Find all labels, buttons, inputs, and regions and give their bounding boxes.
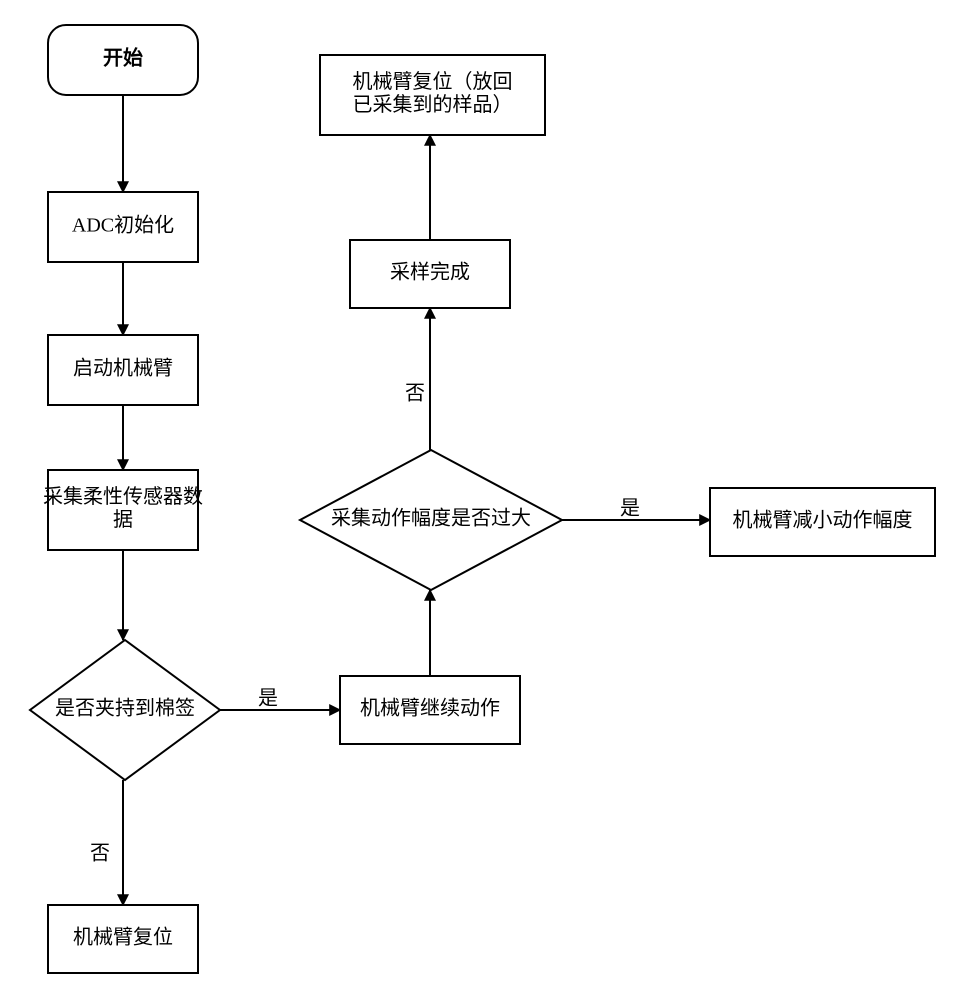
node-label-amplitude: 采集动作幅度是否过大 — [331, 507, 531, 530]
node-label-arm_continue: 机械臂继续动作 — [360, 697, 500, 720]
node-start: 开始 — [48, 25, 198, 95]
edge-label-amplitude-sample_done: 否 — [405, 383, 425, 405]
node-label-reduce_amplitude: 机械臂减小动作幅度 — [733, 509, 913, 532]
node-label-collect_sensor-1: 据 — [113, 508, 133, 531]
node-label-arm_reset: 机械臂复位 — [73, 926, 173, 949]
nodes: 开始 ADC初始化启动机械臂采集柔性传感器数据是否夹持到棉签机械臂复位 机械臂继续动… — [30, 25, 935, 973]
node-label-hold_swab: 是否夹持到棉签 — [55, 697, 195, 720]
node-hold_swab: 是否夹持到棉签 — [30, 640, 220, 780]
node-arm_continue: 机械臂继续动作 — [340, 676, 520, 744]
node-arm_reset: 机械臂复位 — [48, 905, 198, 973]
node-reduce_amplitude: 机械臂减小动作幅度 — [710, 488, 935, 556]
edge-label-hold_swab-arm_continue: 是 — [258, 688, 278, 710]
node-start_arm: 启动机械臂 — [48, 335, 198, 405]
edge-label-hold_swab-arm_reset: 否 — [90, 843, 110, 865]
node-arm_reset2: 机械臂复位（放回已采集到的样品） — [320, 55, 545, 135]
edge-label-amplitude-reduce_amplitude: 是 — [620, 498, 640, 520]
node-sample_done: 采样完成 — [350, 240, 510, 308]
node-label-arm_reset2-1: 已采集到的样品） — [353, 93, 513, 116]
node-label-arm_reset2-0: 机械臂复位（放回 — [353, 70, 513, 93]
node-adc_init: ADC初始化 — [48, 192, 198, 262]
node-collect_sensor: 采集柔性传感器数据 — [43, 470, 203, 550]
node-label-start_arm: 启动机械臂 — [73, 357, 173, 380]
node-amplitude: 采集动作幅度是否过大 — [300, 450, 562, 590]
node-label-adc_init: ADC初始化 — [72, 214, 174, 237]
node-label-sample_done: 采样完成 — [390, 261, 470, 284]
node-label-start: 开始 — [103, 46, 143, 70]
node-label-collect_sensor-0: 采集柔性传感器数 — [43, 485, 203, 508]
